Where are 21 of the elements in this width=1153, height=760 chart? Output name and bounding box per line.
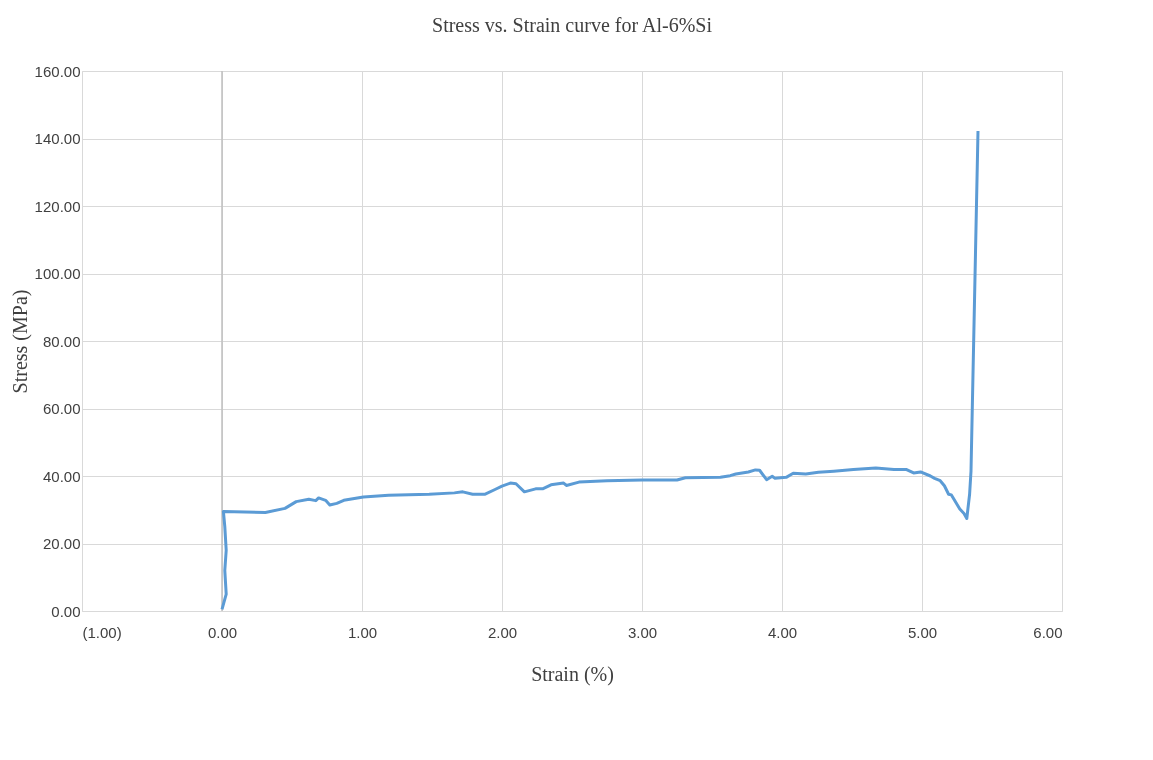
x-tick-label: 5.00 [907, 623, 938, 641]
y-tick-label: 100.00 [34, 265, 81, 282]
line-series [220, 129, 980, 611]
y-tick-label: 120.00 [34, 197, 81, 215]
y-tick-label: 140.00 [34, 130, 81, 147]
x-tick-label: (1.00) [82, 623, 122, 641]
y-tick-label: 0.00 [51, 602, 81, 620]
y-tick-label: 60.00 [42, 400, 81, 417]
x-tick-label: 4.00 [767, 623, 798, 641]
x-tick-label: 6.00 [1033, 623, 1063, 641]
y-tick-label: 40.00 [42, 467, 81, 485]
x-tick-label: 1.00 [347, 623, 378, 641]
y-tick-label: 20.00 [42, 535, 81, 552]
x-axis-title: Strain (%) [531, 662, 614, 686]
y-tick-label: 160.00 [34, 62, 81, 80]
x-tick-label: 2.00 [487, 623, 518, 641]
chart-title: Stress vs. Strain curve for Al-6%Si [432, 14, 713, 36]
y-axis-title: Stress (MPa) [8, 289, 32, 394]
x-tick-label: 0.00 [207, 623, 238, 641]
x-tick-label: 3.00 [627, 623, 658, 641]
y-tick-label: 80.00 [42, 332, 81, 350]
